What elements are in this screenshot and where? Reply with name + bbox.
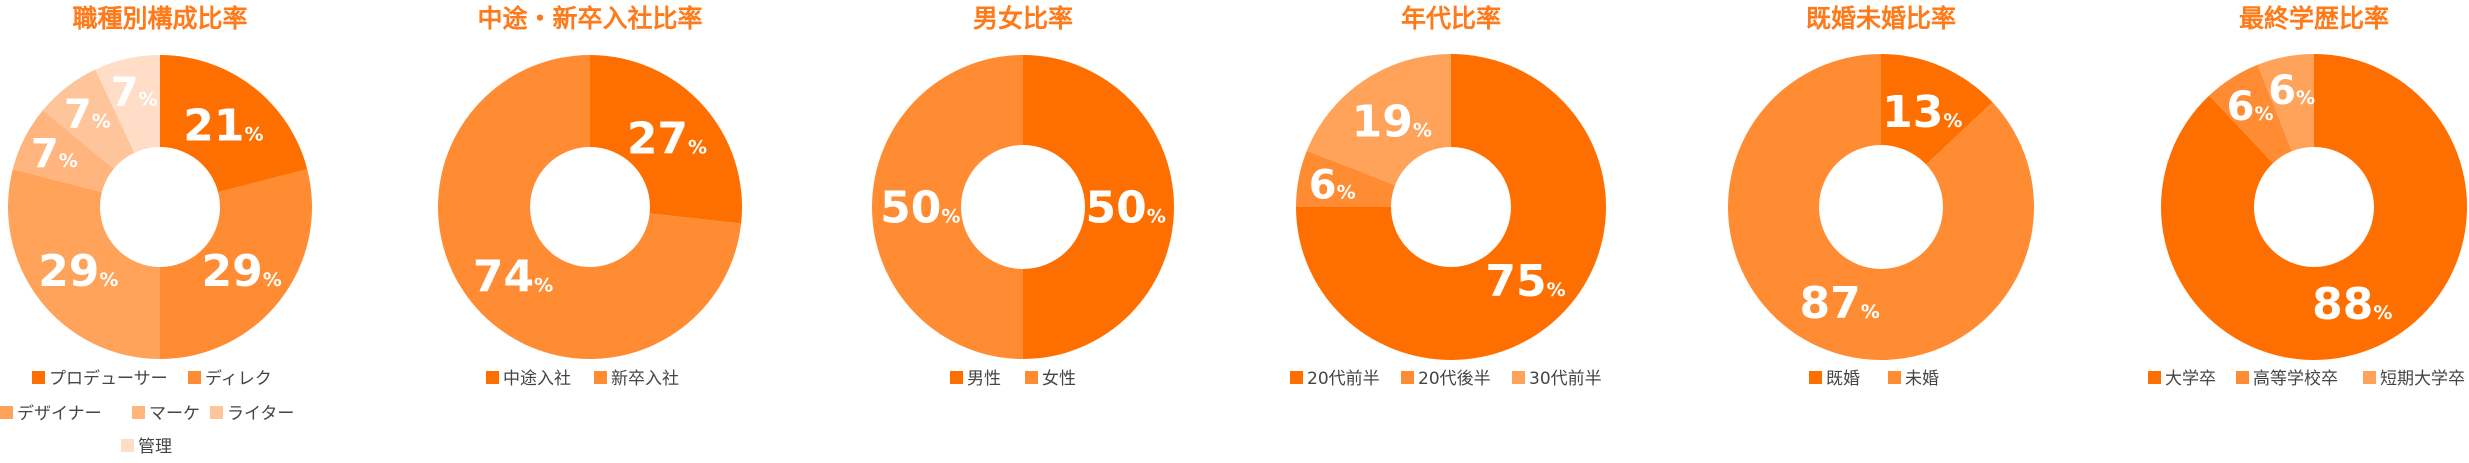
- donut-hole: [530, 147, 650, 267]
- donut-hole: [961, 145, 1085, 269]
- chart-2: 中途・新卒入社比率 27% 74% 中途入社 新卒入社: [438, 4, 742, 389]
- legend-label: マーケ: [149, 404, 200, 424]
- legend-swatch: [1025, 371, 1038, 384]
- legend-swatch: [1809, 371, 1822, 384]
- data-label: 75%: [1485, 256, 1565, 307]
- legend-item: プロデューサー: [32, 368, 168, 389]
- data-label: 21%: [183, 101, 263, 152]
- legend: 男性 女性: [950, 369, 1076, 389]
- legend-item: 20代前半: [1290, 369, 1380, 389]
- legend-label: 既婚: [1826, 369, 1860, 389]
- data-label: 29%: [202, 246, 282, 297]
- data-label: 6%: [2227, 84, 2274, 130]
- legend-swatch: [188, 371, 201, 384]
- chart-3: 男女比率 50% 50% 男性 女性: [872, 4, 1174, 389]
- legend-item: 高等学校卒: [2236, 369, 2338, 389]
- legend-label: 20代後半: [1418, 369, 1491, 389]
- legend: 20代前半 20代後半 30代前半: [1290, 369, 1602, 389]
- donut-hole: [100, 147, 220, 267]
- pie-slice: [1023, 55, 1174, 359]
- data-label: 29%: [38, 246, 118, 297]
- legend-item: 未婚: [1888, 369, 1939, 389]
- legend: 大学卒 高等学校卒 短期大学卒: [2148, 369, 2465, 389]
- legend-label: 大学卒: [2165, 369, 2216, 389]
- legend-label: 新卒入社: [611, 369, 679, 389]
- legend-swatch: [2148, 371, 2161, 384]
- legend-item: 既婚: [1809, 369, 1860, 389]
- donut-hole: [2254, 147, 2374, 267]
- legend-swatch: [210, 406, 223, 419]
- legend-item: 短期大学卒: [2363, 369, 2465, 389]
- legend-swatch: [1401, 371, 1414, 384]
- data-label: 88%: [2312, 279, 2392, 330]
- data-label: 13%: [1882, 87, 1962, 138]
- chart-5: 既婚未婚比率 13% 87% 既婚 未婚: [1728, 4, 2034, 389]
- chart-title: 職種別構成比率: [72, 4, 247, 33]
- legend-item: 男性: [950, 369, 1001, 389]
- data-label: 19%: [1352, 96, 1432, 147]
- donut-hole: [1391, 147, 1511, 267]
- chart-title: 男女比率: [973, 4, 1073, 33]
- chart-6: 最終学歴比率 88% 6%6% 大学卒 高等学校卒 短期大学卒: [2148, 4, 2468, 389]
- legend-swatch: [1512, 371, 1525, 384]
- legend-label: 男性: [967, 369, 1001, 389]
- legend-swatch: [2363, 371, 2376, 384]
- data-label: 6%: [2268, 68, 2315, 114]
- data-label: 87%: [1800, 278, 1880, 329]
- donut-hole: [1819, 145, 1943, 269]
- legend-item: 新卒入社: [594, 369, 679, 389]
- chart-4: 年代比率 75% 6% 19% 20代前半 20代後半 30代前半: [1290, 4, 1606, 389]
- legend-item: 大学卒: [2148, 369, 2216, 389]
- pie-slice: [872, 55, 1023, 359]
- legend-swatch: [1888, 371, 1901, 384]
- legend-label: デザイナー: [17, 403, 102, 424]
- legend-label: ディレク: [205, 368, 272, 389]
- legend: 中途入社 新卒入社: [486, 369, 679, 389]
- chart-title: 中途・新卒入社比率: [477, 4, 702, 33]
- legend-label: ライター: [227, 404, 294, 424]
- legend-swatch: [1290, 371, 1303, 384]
- legend-swatch: [121, 439, 134, 452]
- legend-item: 20代後半: [1401, 369, 1491, 389]
- legend-item: 30代前半: [1512, 369, 1602, 389]
- data-label: 7%: [111, 69, 158, 115]
- legend-label: 管理: [138, 437, 172, 457]
- legend-item: デザイナー: [0, 403, 102, 424]
- chart-title: 年代比率: [1401, 4, 1501, 33]
- legend-label: プロデューサー: [49, 368, 168, 389]
- legend-swatch: [594, 371, 607, 384]
- chart-title: 最終学歴比率: [2239, 4, 2389, 33]
- legend-label: 高等学校卒: [2253, 369, 2338, 389]
- legend-label: 20代前半: [1307, 369, 1380, 389]
- legend-label: 女性: [1042, 369, 1076, 389]
- legend-swatch: [486, 371, 499, 384]
- data-label: 50%: [1086, 182, 1166, 233]
- data-label: 7%: [64, 91, 111, 137]
- legend-swatch: [2236, 371, 2249, 384]
- legend-item: ライター: [210, 404, 294, 424]
- legend-item: 管理: [121, 437, 172, 457]
- legend-label: 短期大学卒: [2380, 369, 2465, 389]
- legend-item: ディレク: [188, 368, 272, 389]
- legend-label: 中途入社: [503, 369, 571, 389]
- data-label: 50%: [880, 182, 960, 233]
- legend-swatch: [0, 406, 13, 419]
- data-label: 27%: [627, 113, 707, 164]
- data-label: 6%: [1309, 163, 1356, 209]
- legend: 既婚 未婚: [1809, 369, 1939, 389]
- legend-label: 未婚: [1905, 369, 1939, 389]
- legend-swatch: [950, 371, 963, 384]
- chart-title: 既婚未婚比率: [1806, 4, 1956, 33]
- data-label: 74%: [473, 251, 553, 302]
- legend-swatch: [32, 371, 45, 384]
- legend-item: 中途入社: [486, 369, 571, 389]
- data-label: 7%: [31, 131, 78, 177]
- legend-item: 女性: [1025, 369, 1076, 389]
- legend-swatch: [132, 406, 145, 419]
- legend-item: マーケ: [132, 404, 200, 424]
- legend-label: 30代前半: [1529, 369, 1602, 389]
